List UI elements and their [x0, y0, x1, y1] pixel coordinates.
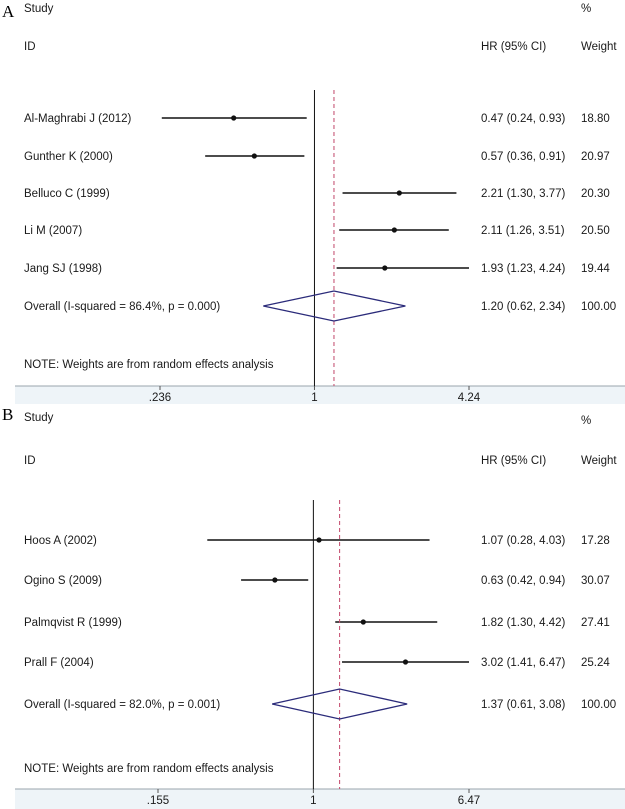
study-name: Al-Maghrabi J (2012) — [24, 113, 132, 125]
study-row: Gunther K (2000) 0.57 (0.36, 0.91) 20.97 — [24, 151, 610, 163]
header-study: Study — [24, 3, 54, 15]
point-estimate — [391, 227, 397, 233]
study-weight: 20.50 — [581, 225, 610, 237]
panel-label-b: B — [2, 405, 13, 424]
header-hr-ci: HR (95% CI) — [481, 455, 546, 467]
study-row: Prall F (2004) 3.02 (1.41, 6.47) 25.24 — [24, 657, 610, 669]
note-text: NOTE: Weights are from random effects an… — [24, 359, 274, 371]
axis-band — [15, 386, 625, 404]
study-name: Jang SJ (1998) — [24, 263, 102, 275]
point-estimate — [316, 537, 322, 543]
study-weight: 20.97 — [581, 151, 610, 163]
tick-label: .155 — [147, 795, 169, 807]
point-estimate — [272, 577, 278, 583]
point-estimate — [402, 659, 409, 665]
study-name: Ogino S (2009) — [24, 575, 102, 587]
forest-plot-panel-b: B Study % ID HR (95% CI) Weight Hoos A (… — [2, 405, 625, 809]
tick-label: 1 — [310, 795, 316, 807]
study-weight: 25.24 — [581, 657, 610, 669]
header-id: ID — [24, 41, 36, 53]
study-name: Prall F (2004) — [24, 657, 94, 669]
study-row: Al-Maghrabi J (2012) 0.47 (0.24, 0.93) 18.… — [24, 113, 610, 125]
header-weight: Weight — [581, 455, 617, 467]
overall-ci-text: 1.37 (0.61, 3.08) — [481, 699, 566, 711]
study-row: Jang SJ (1998) 1.93 (1.23, 4.24) 19.44 — [24, 263, 610, 275]
overall-weight: 100.00 — [581, 301, 616, 313]
study-name: Belluco C (1999) — [24, 188, 110, 200]
study-weight: 27.41 — [581, 617, 610, 629]
overall-weight: 100.00 — [581, 699, 616, 711]
study-row: Hoos A (2002) 1.07 (0.28, 4.03) 17.28 — [24, 535, 610, 547]
study-weight: 17.28 — [581, 535, 610, 547]
overall-label: Overall (I-squared = 82.0%, p = 0.001) — [24, 699, 220, 711]
point-estimate — [360, 619, 366, 625]
study-row: Li M (2007) 2.11 (1.26, 3.51) 20.50 — [24, 225, 610, 237]
study-ci-text: 0.63 (0.42, 0.94) — [481, 575, 566, 587]
study-ci-text: 1.93 (1.23, 4.24) — [481, 263, 566, 275]
point-estimate — [382, 265, 388, 271]
study-ci-text: 1.82 (1.30, 4.42) — [481, 617, 566, 629]
header-weight: Weight — [581, 41, 617, 53]
overall-ci-text: 1.20 (0.62, 2.34) — [481, 301, 566, 313]
overall-diamond — [272, 688, 408, 720]
study-name: Li M (2007) — [24, 225, 82, 237]
tick-label: 4.24 — [458, 392, 481, 404]
header-study: Study — [24, 412, 54, 424]
forest-plot-panel-a: A Study % ID HR (95% CI) Weight Al-Maghr… — [2, 2, 625, 404]
header-percent: % — [581, 3, 591, 15]
study-weight: 30.07 — [581, 575, 610, 587]
header-hr-ci: HR (95% CI) — [481, 41, 546, 53]
study-ci-text: 0.47 (0.24, 0.93) — [481, 113, 566, 125]
study-name: Gunther K (2000) — [24, 151, 113, 163]
tick-label: 1 — [311, 392, 317, 404]
tick-label: 6.47 — [458, 795, 480, 807]
study-row: Ogino S (2009) 0.63 (0.42, 0.94) 30.07 — [24, 575, 610, 587]
panel-label-a: A — [2, 2, 15, 21]
point-estimate — [231, 115, 237, 121]
study-name: Palmqvist R (1999) — [24, 617, 122, 629]
study-weight: 18.80 — [581, 113, 610, 125]
overall-label: Overall (I-squared = 86.4%, p = 0.000) — [24, 301, 220, 313]
study-row: Belluco C (1999) 2.21 (1.30, 3.77) 20.30 — [24, 188, 610, 200]
study-weight: 20.30 — [581, 188, 610, 200]
study-weight: 19.44 — [581, 263, 610, 275]
axis-band — [15, 789, 625, 809]
study-row: Palmqvist R (1999) 1.82 (1.30, 4.42) 27.41 — [24, 617, 610, 629]
header-percent: % — [581, 415, 591, 427]
study-ci-text: 2.11 (1.26, 3.51) — [481, 225, 565, 237]
note-text: NOTE: Weights are from random effects an… — [24, 763, 274, 775]
tick-label: .236 — [149, 392, 171, 404]
study-ci-text: 1.07 (0.28, 4.03) — [481, 535, 566, 547]
point-estimate — [251, 153, 257, 159]
study-name: Hoos A (2002) — [24, 535, 97, 547]
overall-diamond — [263, 290, 406, 322]
study-ci-text: 3.02 (1.41, 6.47) — [481, 657, 566, 669]
header-id: ID — [24, 455, 36, 467]
study-ci-text: 0.57 (0.36, 0.91) — [481, 151, 566, 163]
point-estimate — [396, 190, 402, 196]
study-ci-text: 2.21 (1.30, 3.77) — [481, 188, 566, 200]
